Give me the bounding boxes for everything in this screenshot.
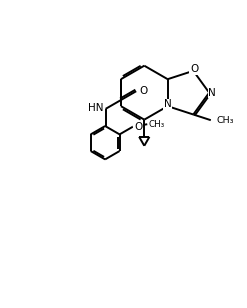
- Text: O: O: [190, 64, 198, 74]
- Text: O: O: [134, 122, 142, 132]
- Text: N: N: [164, 99, 171, 109]
- Text: N: N: [208, 88, 216, 98]
- Text: CH₃: CH₃: [216, 116, 234, 125]
- Text: HN: HN: [88, 103, 104, 113]
- Text: CH₃: CH₃: [148, 120, 165, 129]
- Text: O: O: [139, 86, 148, 96]
